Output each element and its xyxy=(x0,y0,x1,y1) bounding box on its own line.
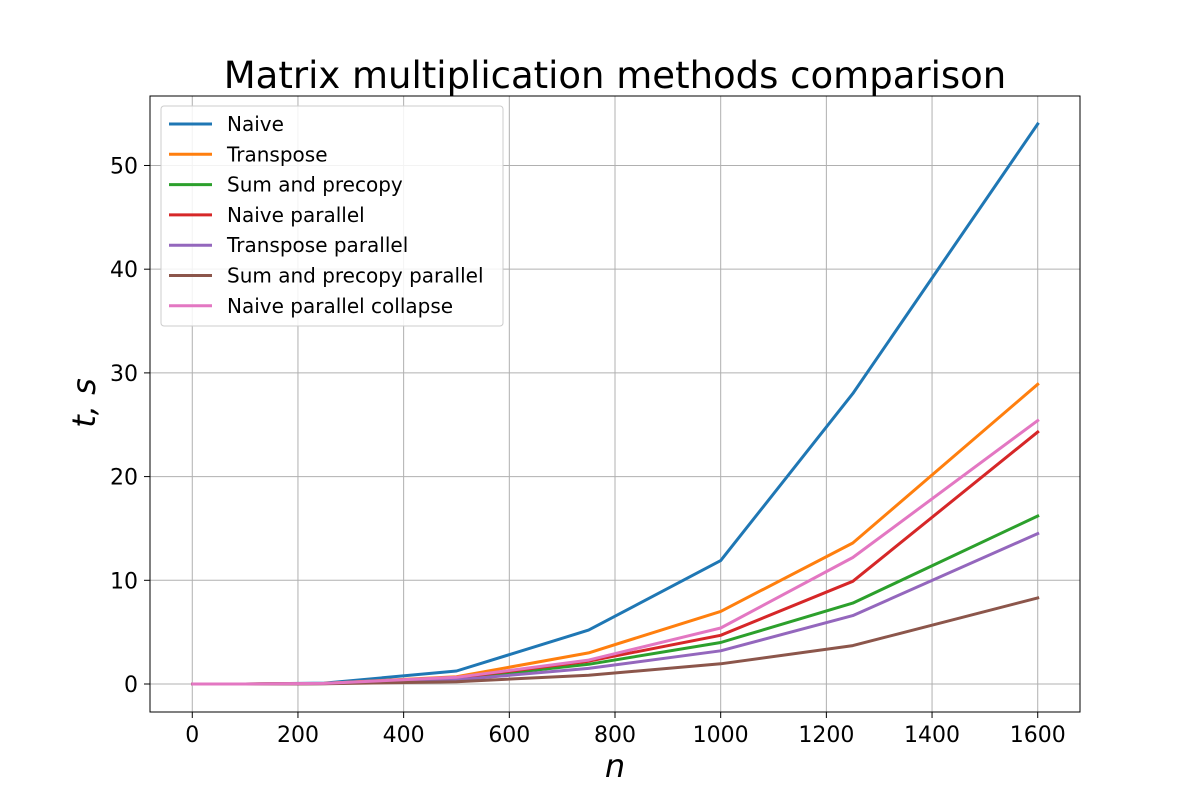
y-tick-label: 50 xyxy=(110,154,138,179)
grid-lines xyxy=(150,96,1080,712)
y-tick-label: 20 xyxy=(110,466,138,491)
x-tick-label: 0 xyxy=(185,723,199,748)
x-tick-label: 600 xyxy=(488,723,530,748)
legend-label: Sum and precopy xyxy=(227,173,403,197)
y-tick-label: 30 xyxy=(110,362,138,387)
y-tick-label: 0 xyxy=(124,673,138,698)
legend-box xyxy=(160,105,504,327)
series-lines xyxy=(191,121,1040,686)
legend-label: Transpose xyxy=(226,142,328,166)
x-tick-label: 200 xyxy=(277,723,319,748)
x-tick-label: 1400 xyxy=(904,723,960,748)
y-axis-label: t, s xyxy=(65,378,103,428)
x-axis-ticks: 0 200 400 600 800 1000 1200 1400 1600 xyxy=(185,712,1066,748)
x-tick-label: 1000 xyxy=(693,723,749,748)
x-tick-label: 400 xyxy=(383,723,425,748)
series-line-7 xyxy=(191,418,1040,686)
x-tick-label: 1600 xyxy=(1010,723,1066,748)
legend-label: Naive xyxy=(227,112,284,136)
y-tick-label: 40 xyxy=(110,258,138,283)
x-tick-label: 1200 xyxy=(798,723,854,748)
legend-label: Naive parallel collapse xyxy=(227,294,453,318)
y-tick-label: 10 xyxy=(110,569,138,594)
legend-label: Naive parallel xyxy=(227,203,365,227)
legend-label: Transpose parallel xyxy=(226,233,408,257)
legend: Naive Transpose Sum and precopy Naive paral… xyxy=(160,105,504,327)
x-tick-label: 800 xyxy=(594,723,636,748)
x-axis-label: n xyxy=(605,747,625,785)
chart-title: Matrix multiplication methods comparison xyxy=(224,54,1006,97)
legend-label: Sum and precopy parallel xyxy=(227,264,484,288)
y-axis-ticks: 0 10 20 30 40 50 xyxy=(110,154,150,698)
